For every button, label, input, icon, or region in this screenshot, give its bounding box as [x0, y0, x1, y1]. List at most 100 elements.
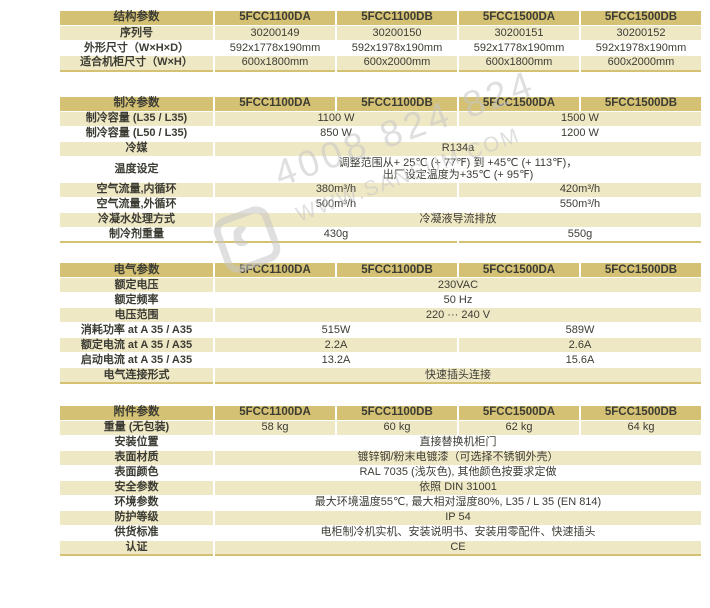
- table-row: 启动电流 at A 35 / A35 13.2A 15.6A: [58, 352, 703, 369]
- table-row: 额定电流 at A 35 / A35 2.2A 2.6A: [58, 337, 703, 354]
- table-cell: 592x1778x190mm: [213, 40, 337, 56]
- spec-table-electrical: 电气参数 5FCC1100DA 5FCC1100DB 5FCC1500DA 5FCC15…: [58, 262, 703, 384]
- table-cell: 62 kg: [457, 419, 581, 436]
- row-label: 安装位置: [58, 434, 215, 451]
- table-title: 电气参数: [58, 262, 215, 279]
- table-cell: IP 54: [213, 509, 703, 526]
- column-header: 5FCC1500DB: [579, 10, 703, 26]
- table-cell: CE: [213, 539, 703, 556]
- column-header: 5FCC1100DB: [335, 10, 459, 26]
- row-label: 温度设定: [58, 155, 215, 183]
- table-cell: 30200151: [457, 25, 581, 41]
- table-cell: 1100 W: [213, 110, 459, 127]
- table-row: 消耗功率 at A 35 / A35 515W 589W: [58, 322, 703, 339]
- column-header: 5FCC1100DB: [335, 262, 459, 279]
- table-row: 表面颜色 RAL 7035 (浅灰色), 其他颜色按要求定做: [58, 464, 703, 481]
- table-cell: 冷凝液导流排放: [213, 211, 703, 228]
- table-cell: 600x1800mm: [457, 55, 581, 71]
- table-cell: 592x1778x190mm: [457, 40, 581, 56]
- row-label: 表面颜色: [58, 464, 215, 481]
- column-header: 5FCC1100DB: [335, 95, 459, 112]
- table-title: 附件参数: [58, 404, 215, 421]
- table-row: 冷凝水处理方式 冷凝液导流排放: [58, 211, 703, 228]
- table-row: 制冷剂重量 430g 550g: [58, 226, 703, 243]
- column-header: 5FCC1100DA: [213, 10, 337, 26]
- table-row: 适合机柜尺寸（W×H） 600x1800mm 600x2000mm 600x1800m…: [58, 55, 703, 71]
- column-header: 5FCC1100DA: [213, 95, 337, 112]
- table-header-row: 结构参数 5FCC1100DA 5FCC1100DB 5FCC1500DA 5FCC15…: [58, 10, 703, 26]
- table-cell: 30200149: [213, 25, 337, 41]
- table-cell: 1200 W: [457, 125, 703, 142]
- table-row: 序列号 30200149 30200150 30200151 30200152: [58, 25, 703, 41]
- table-cell: 依照 DIN 31001: [213, 479, 703, 496]
- table-row: 额定电压 230VAC: [58, 277, 703, 294]
- table-cell: 420m³/h: [457, 181, 703, 198]
- spec-table-accessory: 附件参数 5FCC1100DA 5FCC1100DB 5FCC1500DA 5FCC15…: [58, 404, 703, 557]
- row-label: 重量 (无包装): [58, 419, 215, 436]
- table-row: 表面材质 镀锌钢/粉末电镀漆（可选择不锈钢外壳）: [58, 449, 703, 466]
- row-label: 外形尺寸（W×H×D）: [58, 40, 215, 56]
- row-label: 适合机柜尺寸（W×H）: [58, 55, 215, 71]
- table-row: 外形尺寸（W×H×D） 592x1778x190mm 592x1978x190mm 5…: [58, 40, 703, 56]
- table-cell: 380m³/h: [213, 181, 459, 198]
- table-cell: 600x1800mm: [213, 55, 337, 71]
- table-row: 制冷容量 (L50 / L35) 850 W 1200 W: [58, 125, 703, 142]
- column-header: 5FCC1500DB: [579, 262, 703, 279]
- row-label: 安全参数: [58, 479, 215, 496]
- table-cell: 最大环境温度55℃, 最大相对湿度80%, L35 / L 35 (EN 814…: [213, 494, 703, 511]
- row-label: 消耗功率 at A 35 / A35: [58, 322, 215, 339]
- spec-table-cooling: 制冷参数 5FCC1100DA 5FCC1100DB 5FCC1500DA 5FCC15…: [58, 95, 703, 244]
- table-cell: 589W: [457, 322, 703, 339]
- row-label: 制冷容量 (L35 / L35): [58, 110, 215, 127]
- table-cell: 500m³/h: [213, 196, 459, 213]
- table-cell: 直接替换机柜门: [213, 434, 703, 451]
- table-title: 结构参数: [58, 10, 215, 26]
- table-row: 防护等级 IP 54: [58, 509, 703, 526]
- table-cell: RAL 7035 (浅灰色), 其他颜色按要求定做: [213, 464, 703, 481]
- table-cell: 550m³/h: [457, 196, 703, 213]
- row-label: 冷媒: [58, 140, 215, 157]
- row-label: 防护等级: [58, 509, 215, 526]
- column-header: 5FCC1500DA: [457, 95, 581, 112]
- table-row: 认证 CE: [58, 539, 703, 556]
- column-header: 5FCC1500DA: [457, 404, 581, 421]
- table-row: 安装位置 直接替换机柜门: [58, 434, 703, 451]
- spec-table-structure: 结构参数 5FCC1100DA 5FCC1100DB 5FCC1500DA 5FCC15…: [58, 10, 703, 72]
- table-cell: R134a: [213, 140, 703, 157]
- table-cell: 515W: [213, 322, 459, 339]
- row-label: 制冷剂重量: [58, 226, 215, 243]
- table-cell: 镀锌钢/粉末电镀漆（可选择不锈钢外壳）: [213, 449, 703, 466]
- table-cell: 2.2A: [213, 337, 459, 354]
- column-header: 5FCC1100DA: [213, 404, 337, 421]
- table-title: 制冷参数: [58, 95, 215, 112]
- table-cell: 58 kg: [213, 419, 337, 436]
- table-row: 空气流量,内循环 380m³/h 420m³/h: [58, 181, 703, 198]
- table-cell: 2.6A: [457, 337, 703, 354]
- row-label: 额定频率: [58, 292, 215, 309]
- table-header-row: 电气参数 5FCC1100DA 5FCC1100DB 5FCC1500DA 5FCC15…: [58, 262, 703, 279]
- table-cell: 1500 W: [457, 110, 703, 127]
- table-row: 温度设定 调整范围从+ 25℃ (+ 77℉) 到 +45℃ (+ 113℉)， …: [58, 155, 703, 183]
- table-cell: 30200152: [579, 25, 703, 41]
- column-header: 5FCC1100DB: [335, 404, 459, 421]
- table-cell: 430g: [213, 226, 459, 243]
- table-cell: 50 Hz: [213, 292, 703, 309]
- table-cell: 13.2A: [213, 352, 459, 369]
- row-label: 环境参数: [58, 494, 215, 511]
- table-row: 重量 (无包装) 58 kg 60 kg 62 kg 64 kg: [58, 419, 703, 436]
- table-row: 制冷容量 (L35 / L35) 1100 W 1500 W: [58, 110, 703, 127]
- table-cell: 15.6A: [457, 352, 703, 369]
- row-label: 供货标准: [58, 524, 215, 541]
- row-label: 空气流量,内循环: [58, 181, 215, 198]
- column-header: 5FCC1500DB: [579, 404, 703, 421]
- table-cell: 550g: [457, 226, 703, 243]
- row-label: 电气连接形式: [58, 367, 215, 384]
- row-label: 额定电流 at A 35 / A35: [58, 337, 215, 354]
- column-header: 5FCC1100DA: [213, 262, 337, 279]
- table-row: 电压范围 220 ··· 240 V: [58, 307, 703, 324]
- table-cell: 30200150: [335, 25, 459, 41]
- row-label: 制冷容量 (L50 / L35): [58, 125, 215, 142]
- row-label: 冷凝水处理方式: [58, 211, 215, 228]
- row-label: 启动电流 at A 35 / A35: [58, 352, 215, 369]
- column-header: 5FCC1500DA: [457, 262, 581, 279]
